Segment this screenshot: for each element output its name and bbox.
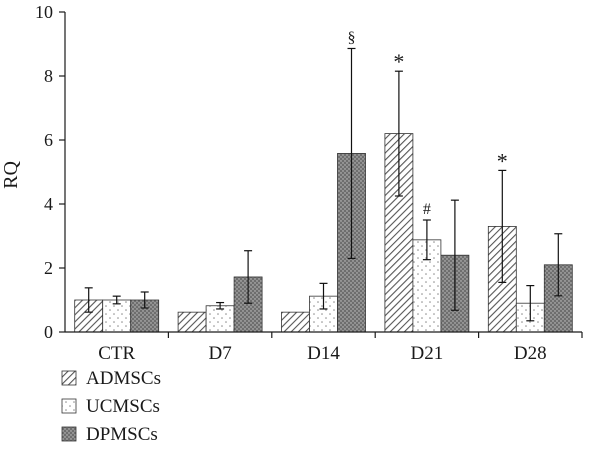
y-tick-label: 8 (44, 66, 53, 86)
y-axis-label: RQ (0, 161, 22, 189)
legend-swatch-admscs (61, 370, 77, 386)
annotation-marker: * (497, 148, 508, 173)
x-tick-label: CTR (98, 343, 135, 364)
legend-swatch-dpmscs (61, 426, 77, 442)
legend-swatch-ucmscs (61, 398, 77, 414)
legend-label-admscs: ADMSCs (86, 368, 161, 389)
annotation-marker: # (423, 201, 431, 218)
error-bars (84, 47, 563, 322)
annotation-marker: § (348, 29, 356, 46)
y-tick-label: 10 (35, 2, 53, 22)
y-tick-label: 4 (44, 194, 53, 214)
x-axis-ticks: CTR D7 D14 D21 D28 (98, 332, 583, 364)
x-tick-label: D14 (307, 343, 340, 364)
legend-label-ucmscs: UCMSCs (86, 396, 160, 417)
bars (74, 133, 573, 333)
significance-markers: § * # * (348, 29, 508, 218)
legend-label-dpmscs: DPMSCs (86, 424, 158, 445)
y-tick-label: 0 (44, 322, 53, 342)
bar-ucmscs-ctr (102, 299, 132, 333)
y-tick-label: 2 (44, 258, 53, 278)
annotation-marker: * (393, 49, 404, 74)
bar-admscs-d7 (177, 311, 207, 333)
y-axis-ticks: 0 2 4 6 8 10 (35, 2, 65, 342)
x-tick-label: D21 (411, 343, 444, 364)
x-tick-label: D7 (208, 343, 231, 364)
bar-ucmscs-d7 (205, 305, 235, 333)
legend: ADMSCs UCMSCs DPMSCs (61, 368, 161, 445)
bar-admscs-d14 (281, 311, 310, 333)
x-tick-label: D28 (514, 343, 547, 364)
y-tick-label: 6 (44, 130, 53, 150)
